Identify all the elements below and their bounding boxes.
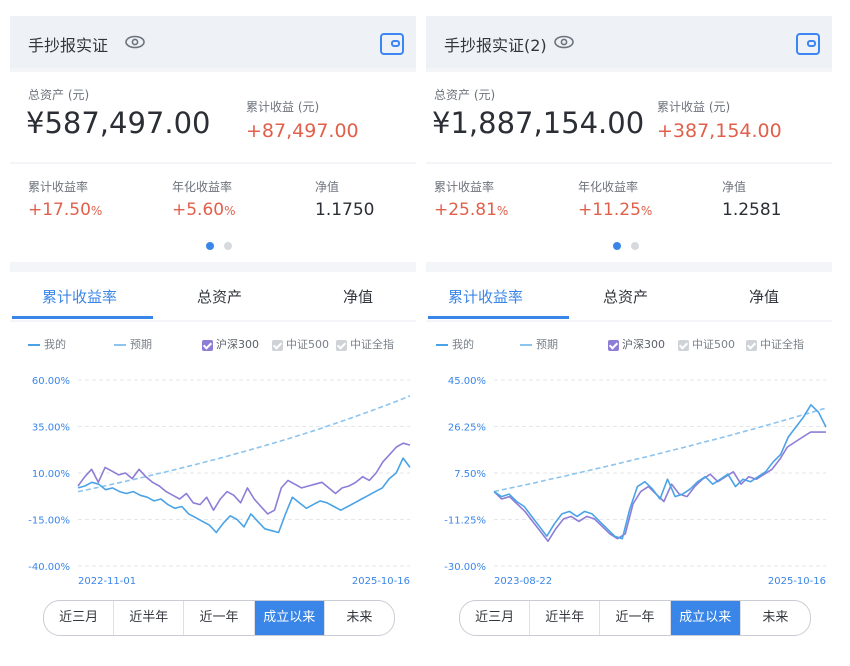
- portfolio-panel-1: 手抄报实证 总资产 (元) ¥587,497.00 累计收益 (元) +87,4…: [10, 16, 416, 656]
- period-3m-button[interactable]: 近三月: [44, 601, 115, 635]
- legend-mine[interactable]: 我的: [436, 336, 474, 352]
- legend-hs300[interactable]: 沪深300: [608, 336, 665, 352]
- portfolio-title: 手抄报实证: [28, 36, 109, 55]
- y-tick-label: -15.00%: [28, 516, 70, 527]
- x-end-label: 2025-10-16: [352, 576, 410, 587]
- period-6m-button[interactable]: 近半年: [530, 601, 601, 635]
- metrics-row: 累计收益率 +25.81% 年化收益率 +11.25% 净值 1.2581: [426, 164, 832, 262]
- tab-cum-return[interactable]: 累计收益率: [448, 288, 524, 306]
- legend-zzall[interactable]: 中证全指: [746, 336, 804, 352]
- eye-icon[interactable]: [125, 35, 145, 49]
- period-1y-button[interactable]: 近一年: [600, 601, 671, 635]
- portfolio-title: 手抄报实证(2): [444, 36, 547, 55]
- period-future-button[interactable]: 未来: [762, 610, 789, 625]
- y-tick-label: -11.25%: [444, 516, 486, 527]
- metric-label: 累计收益率: [28, 180, 89, 194]
- metric-value: +11.25%: [578, 200, 653, 220]
- y-tick-label: 35.00%: [32, 423, 70, 434]
- legend-expected[interactable]: 预期: [520, 336, 558, 352]
- metric-value: +25.81%: [434, 200, 509, 220]
- period-future-button[interactable]: 未来: [346, 610, 373, 625]
- cum-income-label: 累计收益 (元): [246, 100, 320, 114]
- carousel-dot[interactable]: [224, 242, 232, 250]
- portfolio-panel-2: 手抄报实证(2) 总资产 (元) ¥1,887,154.00 累计收益 (元) …: [426, 16, 832, 656]
- wallet-icon[interactable]: [796, 33, 820, 55]
- y-tick-label: 60.00%: [32, 376, 70, 387]
- total-assets-value: ¥1,887,154.00: [432, 106, 645, 140]
- panel-header: 手抄报实证(2): [426, 16, 832, 68]
- carousel-dot-active[interactable]: [206, 242, 214, 250]
- cumulative-return-chart: 45.00% 26.25% 7.50% -11.25% -30.00% 2023-08-2…: [444, 376, 827, 587]
- tab-cum-return[interactable]: 累计收益率: [42, 288, 118, 306]
- tab-nav[interactable]: 净值: [343, 288, 374, 306]
- y-tick-label: -30.00%: [444, 562, 486, 573]
- legend-zz500[interactable]: 中证500: [678, 336, 735, 352]
- y-tick-label: -40.00%: [28, 562, 70, 573]
- period-since-inception-button[interactable]: 成立以来: [670, 601, 741, 635]
- series-line-hs300: [77, 442, 411, 515]
- tab-total-assets[interactable]: 总资产: [197, 288, 243, 306]
- period-selector: 近三月 近半年 近一年 成立以来 未来: [459, 600, 811, 636]
- metric-value: +5.60%: [172, 200, 236, 220]
- carousel-dot-active[interactable]: [613, 242, 621, 250]
- tab-total-assets[interactable]: 总资产: [603, 288, 649, 306]
- legend-zz500[interactable]: 中证500: [272, 336, 329, 352]
- metric-value: +17.50%: [28, 200, 103, 220]
- y-tick-label: 26.25%: [448, 423, 486, 434]
- legend-hs300[interactable]: 沪深300: [202, 336, 259, 352]
- x-start-label: 2022-11-01: [78, 576, 136, 587]
- series-line-expected: [77, 395, 411, 493]
- metric-label: 年化收益率: [578, 180, 639, 194]
- series-line-mine: [77, 457, 411, 534]
- period-3m-button[interactable]: 近三月: [460, 601, 531, 635]
- y-tick-label: 10.00%: [32, 469, 70, 480]
- total-assets-value: ¥587,497.00: [26, 106, 211, 140]
- metric-label: 累计收益率: [434, 180, 495, 194]
- active-tab-indicator: [12, 316, 153, 319]
- legend-mine[interactable]: 我的: [28, 336, 66, 352]
- total-assets-label: 总资产 (元): [434, 88, 496, 102]
- series-line-expected: [493, 407, 827, 493]
- total-assets-label: 总资产 (元): [28, 88, 90, 102]
- x-end-label: 2025-10-16: [768, 576, 826, 587]
- period-6m-button[interactable]: 近半年: [114, 601, 185, 635]
- cumulative-return-chart: 60.00% 35.00% 10.00% -15.00% -40.00% 2022-11-…: [28, 376, 411, 587]
- asset-summary: 总资产 (元) ¥587,497.00 累计收益 (元) +87,497.00: [10, 72, 416, 162]
- wallet-icon[interactable]: [380, 33, 404, 55]
- period-selector: 近三月 近半年 近一年 成立以来 未来: [43, 600, 395, 636]
- metric-label: 净值: [722, 180, 747, 194]
- x-start-label: 2023-08-22: [494, 576, 552, 587]
- y-tick-label: 7.50%: [454, 469, 486, 480]
- metric-label: 年化收益率: [172, 180, 233, 194]
- cum-income-value: +87,497.00: [246, 120, 359, 142]
- period-since-inception-button[interactable]: 成立以来: [254, 601, 325, 635]
- chart-tabs: 累计收益率 总资产 净值: [10, 272, 416, 320]
- cum-income-value: +387,154.00: [657, 120, 782, 142]
- metric-label: 净值: [315, 180, 340, 194]
- carousel-dot[interactable]: [631, 242, 639, 250]
- eye-icon[interactable]: [554, 35, 574, 49]
- series-line-hs300: [493, 431, 826, 542]
- chart-tabs: 累计收益率 总资产 净值: [426, 272, 832, 320]
- active-tab-indicator: [428, 316, 569, 319]
- y-tick-label: 45.00%: [448, 376, 486, 387]
- legend-expected[interactable]: 预期: [114, 336, 152, 352]
- asset-summary: 总资产 (元) ¥1,887,154.00 累计收益 (元) +387,154.…: [426, 72, 832, 162]
- series-line-mine: [493, 403, 827, 540]
- metric-value: 1.1750: [315, 200, 375, 220]
- period-1y-button[interactable]: 近一年: [184, 601, 255, 635]
- metric-value: 1.2581: [722, 200, 782, 220]
- legend-zzall[interactable]: 中证全指: [336, 336, 394, 352]
- panel-header: 手抄报实证: [10, 16, 416, 68]
- tab-nav[interactable]: 净值: [749, 288, 780, 306]
- cum-income-label: 累计收益 (元): [657, 100, 731, 114]
